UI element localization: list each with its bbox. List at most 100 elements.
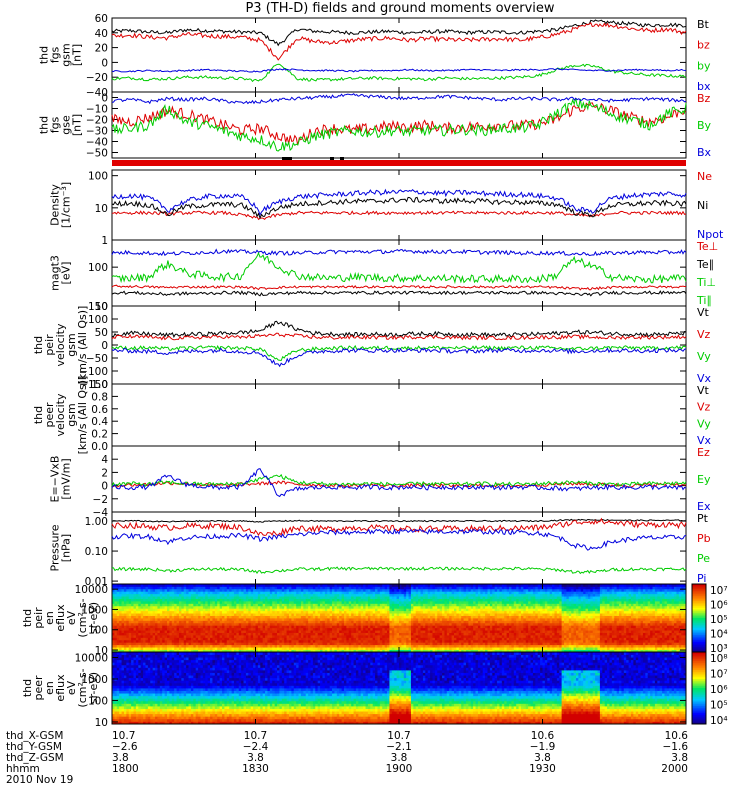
heatmap-cell — [296, 601, 299, 604]
heatmap-cell — [379, 635, 383, 638]
heatmap-cell — [157, 630, 161, 633]
heatmap-cell — [202, 649, 206, 653]
heatmap-cell — [214, 584, 218, 587]
heatmap-cell — [434, 608, 438, 612]
heatmap-cell — [353, 637, 357, 641]
heatmap-cell — [489, 632, 493, 636]
heatmap-cell — [434, 637, 438, 641]
heatmap-cell — [200, 637, 204, 641]
heatmap-cell — [434, 622, 438, 626]
heatmap-cell — [310, 613, 314, 616]
heatmap-cell — [267, 615, 271, 619]
heatmap-cell — [114, 603, 118, 607]
heatmap-cell — [499, 620, 503, 624]
heatmap-cell — [140, 584, 144, 587]
heatmap-cell — [332, 615, 335, 619]
heatmap-cell — [504, 615, 508, 619]
heatmap-cell — [293, 610, 297, 614]
heatmap-cell — [382, 625, 386, 629]
heatmap-cell — [425, 644, 429, 648]
heatmap-cell — [219, 639, 223, 643]
heatmap-cell — [159, 627, 163, 631]
heatmap-cell — [418, 632, 421, 636]
heatmap-cell — [387, 613, 390, 616]
heatmap-cell — [167, 610, 170, 614]
heatmap-cell — [214, 647, 218, 650]
heatmap-cell — [363, 620, 366, 624]
heatmap-cell — [504, 598, 508, 602]
heatmap-cell — [351, 603, 354, 607]
heatmap-cell — [210, 649, 213, 653]
heatmap-cell — [126, 630, 130, 633]
heatmap-cell — [415, 610, 419, 614]
heatmap-cell — [296, 639, 299, 643]
heatmap-cell — [418, 608, 421, 612]
y-axis-label: thd — [38, 116, 51, 134]
heatmap-cell — [413, 608, 417, 612]
heatmap-cell — [329, 608, 333, 612]
heatmap-cell — [389, 620, 393, 624]
heatmap-cell — [480, 608, 484, 612]
heatmap-cell — [121, 605, 125, 609]
heatmap-cell — [267, 622, 271, 626]
heatmap-cell — [284, 586, 287, 590]
heatmap-cell — [159, 637, 163, 641]
heatmap-cell — [131, 605, 134, 609]
legend-label: Ni — [697, 199, 708, 212]
heatmap-cell — [360, 620, 364, 624]
heatmap-cell — [375, 608, 378, 612]
heatmap-cell — [140, 601, 144, 604]
heatmap-cell — [229, 603, 232, 607]
y-tick-label: −2 — [93, 494, 108, 506]
heatmap-cell — [334, 588, 338, 592]
heatmap-cell — [396, 639, 400, 643]
heatmap-cell — [351, 639, 354, 643]
heatmap-cell — [468, 588, 472, 592]
heatmap-cell — [207, 613, 211, 616]
heatmap-cell — [298, 647, 302, 650]
heatmap-cell — [413, 644, 417, 648]
heatmap-cell — [492, 618, 496, 621]
heatmap-cell — [219, 644, 223, 648]
heatmap-cell — [401, 620, 405, 624]
heatmap-cell — [212, 630, 216, 633]
heatmap-cell — [274, 630, 278, 633]
heatmap-cell — [343, 632, 347, 636]
heatmap-cell — [171, 608, 175, 612]
heatmap-cell — [355, 584, 359, 587]
heatmap-cell — [499, 613, 503, 616]
heatmap-cell — [408, 608, 412, 612]
heatmap-cell — [327, 620, 331, 624]
heatmap-cell — [233, 632, 237, 636]
heatmap-cell — [143, 618, 146, 621]
heatmap-cell — [473, 625, 476, 629]
heatmap-cell — [293, 630, 297, 633]
heatmap-cell — [399, 603, 402, 607]
heatmap-cell — [131, 625, 134, 629]
heatmap-cell — [245, 625, 249, 629]
y-tick-label: 0 — [101, 93, 108, 105]
heatmap-cell — [365, 647, 369, 650]
heatmap-cell — [334, 642, 338, 646]
heatmap-cell — [446, 649, 450, 653]
heatmap-cell — [207, 635, 211, 638]
heatmap-cell — [150, 610, 154, 614]
heatmap-cell — [497, 644, 500, 648]
heatmap-cell — [171, 642, 175, 646]
heatmap-cell — [312, 620, 316, 624]
heatmap-cell — [284, 622, 287, 626]
heatmap-cell — [360, 586, 364, 590]
heatmap-cell — [353, 630, 357, 633]
heatmap-cell — [509, 639, 512, 643]
heatmap-cell — [241, 608, 244, 612]
heatmap-cell — [198, 627, 201, 631]
heatmap-cell — [121, 588, 125, 592]
heatmap-cell — [408, 649, 412, 653]
y-axis-label: gsm — [65, 403, 78, 426]
heatmap-cell — [399, 627, 402, 631]
heatmap-cell — [403, 591, 407, 595]
heatmap-cell — [210, 627, 213, 631]
heatmap-cell — [245, 588, 249, 592]
heatmap-cell — [298, 610, 302, 614]
heatmap-cell — [183, 613, 187, 616]
